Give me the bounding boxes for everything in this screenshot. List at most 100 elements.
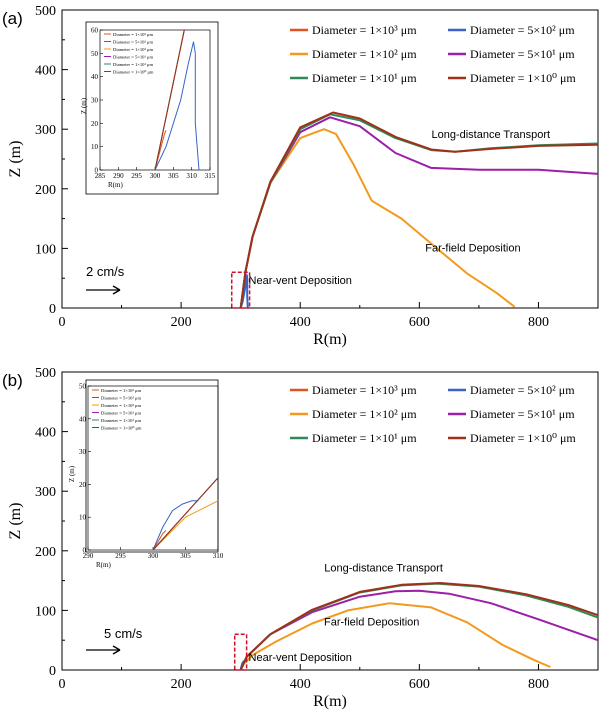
inset-plot: 285 290 295 300 305 310 315 0 10 20 30 40 50 60 R(m) Z …	[80, 21, 219, 195]
inset-y-tick-label: 20	[79, 481, 87, 489]
annotation-label: Near-vent Deposition	[249, 652, 352, 664]
inset-y-tick-label: 0	[95, 167, 99, 175]
x-tick-label: 0	[59, 677, 66, 692]
x-tick-label: 800	[528, 315, 549, 330]
series-line-3	[239, 274, 249, 308]
inset-y-tick-label: 60	[91, 27, 99, 35]
x-tick-label: 800	[528, 677, 549, 692]
y-tick-label: 500	[35, 4, 56, 19]
annotation-label: Far-field Deposition	[425, 242, 520, 254]
x-axis-label: R(m)	[313, 331, 347, 348]
inset-legend-entry: Diameter = 5×10¹ μm	[113, 55, 153, 60]
inset-y-tick-label: 30	[79, 448, 87, 456]
legend-entry: Diameter = 1×10² μm	[312, 407, 417, 421]
x-tick-label: 400	[290, 677, 311, 692]
inset-x-tick-label: 310	[213, 552, 224, 560]
x-tick-label: 0	[59, 315, 66, 330]
panel-label: (a)	[2, 9, 23, 28]
series-line-5	[239, 111, 598, 308]
legend-entry: Diameter = 1×10³ μm	[312, 23, 417, 37]
y-tick-label: 200	[35, 183, 56, 198]
inset-y-axis-label: Z (m)	[80, 97, 88, 114]
inset-legend-entry: Diameter = 5×10² μm	[101, 396, 141, 401]
inset-legend-entry: Diameter = 1×10² μm	[113, 47, 153, 52]
inset-legend-entry: Diameter = 1×10² μm	[101, 403, 141, 408]
x-tick-label: 200	[171, 315, 192, 330]
inset-legend-entry: Diameter = 1×10⁰ μm	[113, 70, 154, 75]
y-tick-label: 300	[35, 123, 56, 138]
inset-x-tick-label: 295	[115, 552, 126, 560]
annotation-label: Near-vent Deposition	[249, 275, 352, 287]
legend-entry: Diameter = 5×10² μm	[470, 23, 575, 37]
x-tick-label: 400	[290, 315, 311, 330]
legend-entry: Diameter = 1×10¹ μm	[312, 431, 417, 445]
legend-entry: Diameter = 1×10¹ μm	[312, 71, 417, 85]
annotation-label: Long-distance Transport	[324, 563, 443, 575]
inset-y-tick-label: 20	[91, 120, 99, 128]
legend-entry: Diameter = 1×10² μm	[312, 47, 417, 61]
legend-entry: Diameter = 1×10⁰ μm	[470, 431, 576, 445]
y-axis-label: Z (m)	[7, 503, 24, 540]
y-tick-label: 500	[35, 366, 56, 381]
legend-entry: Diameter = 5×10¹ μm	[470, 47, 575, 61]
y-tick-label: 0	[49, 302, 56, 317]
inset-legend-entry: Diameter = 1×10¹ μm	[113, 62, 153, 67]
y-tick-label: 0	[49, 664, 56, 679]
inset-legend-entry: Diameter = 5×10² μm	[113, 40, 153, 45]
inset-legend-entry: Diameter = 1×10³ μm	[101, 388, 141, 393]
inset-x-axis-label: R(m)	[96, 561, 111, 569]
y-tick-label: 300	[35, 485, 56, 500]
inset-legend-entry: Diameter = 1×10¹ μm	[101, 418, 141, 423]
wind-speed-label: 2 cm/s	[86, 264, 125, 279]
inset-legend-entry: Diameter = 1×10³ μm	[113, 32, 153, 37]
inset-x-tick-label: 295	[131, 172, 142, 180]
inset-series-line-0	[154, 130, 167, 170]
inset-x-tick-label: 290	[83, 552, 94, 560]
inset-y-tick-label: 50	[91, 50, 99, 58]
inset-y-tick-label: 40	[91, 73, 99, 81]
y-tick-label: 400	[35, 64, 56, 79]
inset-plot: 290 295 300 305 310 0 10 20 30 40 50 R(m) Z (m) Diame…	[68, 379, 224, 569]
x-axis-label: R(m)	[313, 693, 347, 710]
inset-series-line-1	[152, 500, 218, 550]
y-axis-label: Z (m)	[7, 141, 24, 178]
annotation-label: Long-distance Transport	[431, 129, 550, 141]
inset-x-tick-label: 310	[186, 172, 197, 180]
inset-x-tick-label: 290	[113, 172, 124, 180]
inset-x-tick-label: 285	[95, 172, 106, 180]
inset-series-line-3	[152, 500, 199, 550]
inset-y-tick-label: 30	[91, 97, 99, 105]
inset-x-tick-label: 305	[180, 552, 191, 560]
y-tick-label: 400	[35, 426, 56, 441]
wind-arrow-head-icon	[112, 285, 121, 295]
legend-entry: Diameter = 1×10³ μm	[312, 383, 417, 397]
inset-x-tick-label: 305	[168, 172, 179, 180]
inset-x-axis-label: R(m)	[108, 181, 123, 189]
x-tick-label: 600	[409, 315, 430, 330]
legend-entry: Diameter = 5×10¹ μm	[470, 407, 575, 421]
inset-y-axis-label: Z (m)	[68, 465, 76, 482]
inset-y-tick-label: 0	[83, 547, 87, 555]
inset-y-tick-label: 50	[79, 383, 87, 391]
x-tick-label: 200	[171, 677, 192, 692]
near-vent-highlight-box	[230, 271, 251, 309]
inset-x-tick-label: 315	[205, 172, 216, 180]
y-tick-label: 100	[35, 604, 56, 619]
annotation-label: Far-field Deposition	[324, 616, 419, 628]
inset-series-line-5	[152, 477, 218, 550]
inset-y-tick-label: 10	[91, 143, 99, 151]
y-tick-label: 100	[35, 242, 56, 257]
near-vent-highlight-box	[233, 633, 248, 671]
legend-entry: Diameter = 1×10⁰ μm	[470, 71, 576, 85]
inset-y-tick-label: 10	[79, 514, 87, 522]
series-line-1	[239, 602, 551, 670]
inset-series-line-0	[152, 529, 167, 550]
panel-label: (b)	[2, 371, 23, 390]
inset-x-tick-label: 300	[148, 552, 159, 560]
inset-frame	[85, 379, 219, 553]
x-tick-label: 600	[409, 677, 430, 692]
inset-legend-entry: Diameter = 5×10¹ μm	[101, 411, 141, 416]
